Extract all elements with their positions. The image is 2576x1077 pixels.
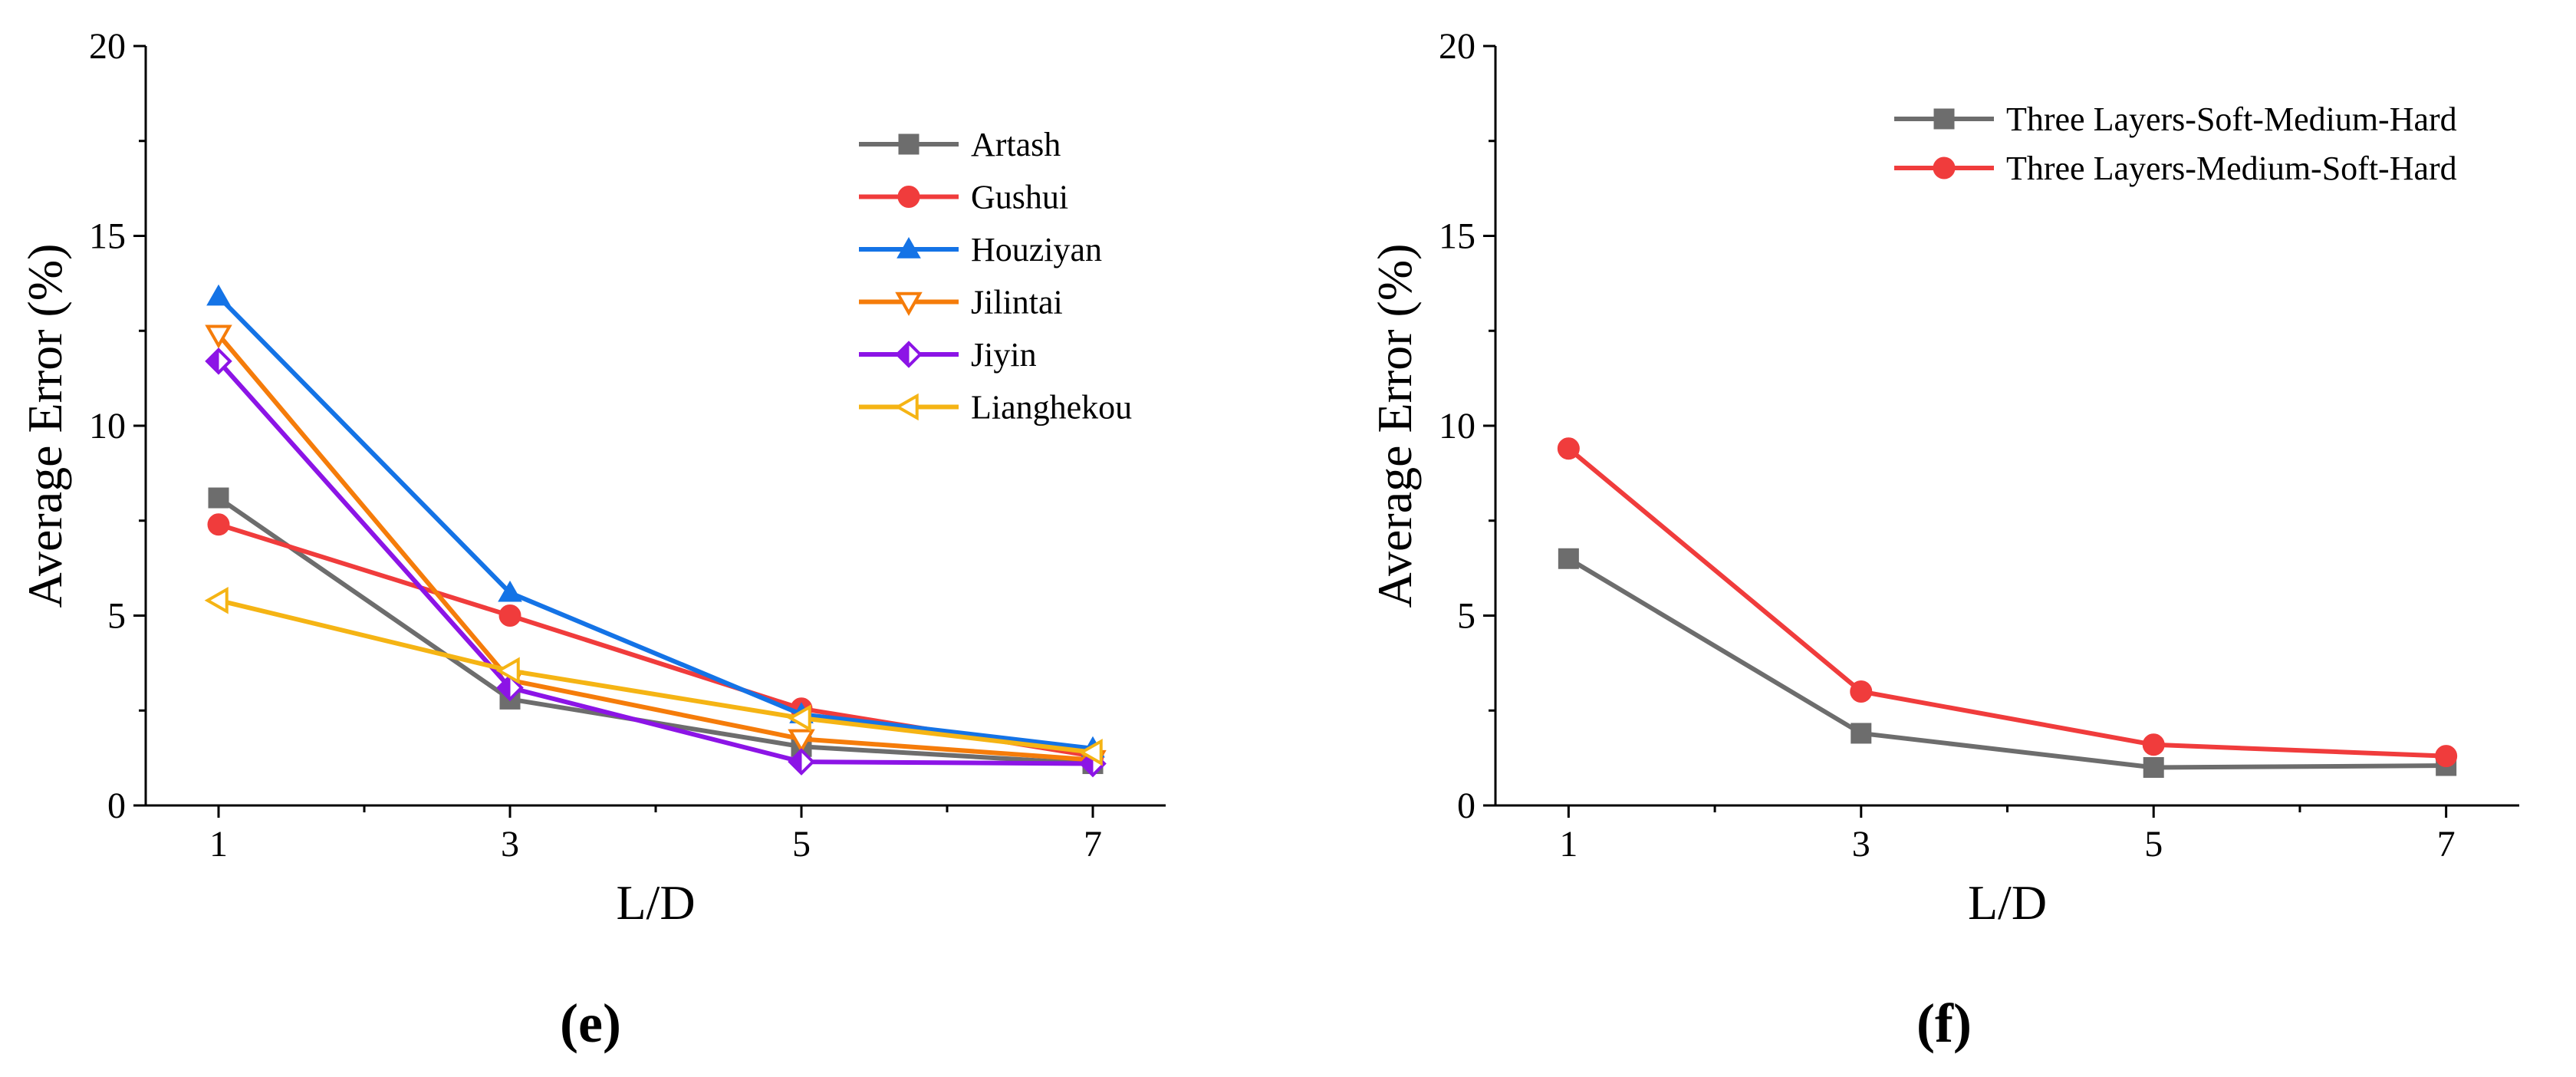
series-gushui xyxy=(207,513,1104,768)
legend-label: Jilintai xyxy=(971,284,1063,321)
legend-label: Three Layers-Soft-Medium-Hard xyxy=(2006,100,2457,138)
data-point-three-layers-medium-soft-hard-1 xyxy=(1557,437,1580,460)
panel-e: 0 5 10 15 20 1 3 5 7 L/D Average Error (%) Artash Gu… xyxy=(18,26,1166,1054)
data-point-jilintai-1 xyxy=(205,324,232,349)
data-point-three-layers-soft-medium-hard-5 xyxy=(2143,757,2164,778)
legend-item-lianghekou: Lianghekou xyxy=(859,389,1132,427)
legend-label: Jiyin xyxy=(971,336,1037,374)
data-point-houziyan-3 xyxy=(498,580,522,602)
x-tick-label-3: 3 xyxy=(501,824,519,865)
legend-label: Three Layers-Medium-Soft-Hard xyxy=(2006,150,2457,187)
y-tick-label-15: 15 xyxy=(89,216,126,257)
legend-label: Artash xyxy=(971,126,1061,163)
legend-marker-fill xyxy=(897,341,910,367)
y-axis-title: Average Error (%) xyxy=(18,244,72,608)
x-tick-label-1: 1 xyxy=(209,824,228,865)
legend: Artash Gushui Houziyan Jilintai Jiyin Lianghe… xyxy=(859,126,1132,427)
data-point-lianghekou-5 xyxy=(787,704,811,732)
series-three-layers-medium-soft-hard xyxy=(1557,437,2458,768)
legend-marker xyxy=(1933,156,1956,180)
legend-item-artash: Artash xyxy=(859,126,1061,163)
series-houziyan xyxy=(206,284,1105,758)
data-point-jiyin-3 xyxy=(496,674,524,702)
x-axis-title: L/D xyxy=(616,875,695,930)
y-tick-label-0: 0 xyxy=(107,786,126,826)
data-point-jiyin-3-fill xyxy=(498,675,511,700)
legend-label: Lianghekou xyxy=(971,389,1132,427)
data-point-gushui-1 xyxy=(207,513,230,536)
legend-marker xyxy=(894,393,919,421)
legend: Three Layers-Soft-Medium-Hard Three Layer… xyxy=(1894,100,2457,187)
legend-item-houziyan: Houziyan xyxy=(859,231,1102,268)
data-point-lianghekou-1 xyxy=(204,586,229,614)
series-lianghekou xyxy=(204,586,1103,766)
x-tick-label-7: 7 xyxy=(2437,824,2456,865)
y-tick-label-10: 10 xyxy=(1439,406,1476,446)
panel-label: (e) xyxy=(560,993,621,1054)
x-tick-label-7: 7 xyxy=(1084,824,1102,865)
y-tick-label-20: 20 xyxy=(89,26,126,67)
legend-marker xyxy=(897,186,920,208)
panel-f: 0 5 10 15 20 1 3 5 7 L/D Average Error (%) Three La… xyxy=(1367,26,2519,1054)
series-jiyin xyxy=(205,347,1107,778)
y-axis-title: Average Error (%) xyxy=(1367,244,1422,608)
legend-marker xyxy=(895,291,923,316)
data-point-three-layers-medium-soft-hard-5 xyxy=(2142,733,2165,756)
y-tick-label-5: 5 xyxy=(107,596,126,637)
series-three-layers-soft-medium-hard xyxy=(1558,548,2457,778)
data-point-jiyin-1-fill xyxy=(206,348,219,374)
y-tick-label-0: 0 xyxy=(1457,786,1476,826)
legend-label: Gushui xyxy=(971,179,1068,216)
data-point-three-layers-soft-medium-hard-3 xyxy=(1851,723,1872,744)
legend-item-three-layers-medium-soft-hard: Three Layers-Medium-Soft-Hard xyxy=(1894,150,2457,187)
series-line-houziyan xyxy=(216,295,1094,751)
x-tick-label-3: 3 xyxy=(1852,824,1870,865)
data-point-jiyin-1 xyxy=(205,347,232,375)
x-tick-label-1: 1 xyxy=(1559,824,1578,865)
y-tick-label-15: 15 xyxy=(1439,216,1476,257)
data-point-jilintai-5 xyxy=(788,729,815,753)
data-point-houziyan-1 xyxy=(206,284,231,306)
series-line-jiyin xyxy=(216,359,1094,766)
series-line-three-layers-soft-medium-hard xyxy=(1567,556,2446,770)
x-tick-label-5: 5 xyxy=(792,824,811,865)
legend-label: Houziyan xyxy=(971,231,1102,268)
series-line-three-layers-medium-soft-hard xyxy=(1567,446,2446,759)
legend-marker xyxy=(897,237,921,259)
legend-item-jiyin: Jiyin xyxy=(859,336,1037,374)
legend-item-jilintai: Jilintai xyxy=(859,284,1063,321)
legend-marker xyxy=(1933,108,1955,130)
data-point-artash-1 xyxy=(208,487,229,509)
data-point-lianghekou-7 xyxy=(1078,738,1103,766)
x-tick-label-5: 5 xyxy=(2144,824,2163,865)
data-point-jiyin-5 xyxy=(788,748,815,776)
legend-item-three-layers-soft-medium-hard: Three Layers-Soft-Medium-Hard xyxy=(1894,100,2457,138)
y-tick-label-20: 20 xyxy=(1439,26,1476,67)
y-tick-label-10: 10 xyxy=(89,406,126,446)
legend-marker xyxy=(895,341,923,368)
series-jilintai xyxy=(205,324,1107,774)
panel-label: (f) xyxy=(1916,993,1972,1054)
data-point-three-layers-soft-medium-hard-1 xyxy=(1558,548,1579,569)
data-point-gushui-3 xyxy=(498,604,521,627)
x-axis-title: L/D xyxy=(1968,875,2047,930)
y-tick-label-5: 5 xyxy=(1457,596,1476,637)
series-line-lianghekou xyxy=(218,598,1094,755)
data-point-three-layers-medium-soft-hard-7 xyxy=(2435,745,2458,768)
data-point-lianghekou-3 xyxy=(495,657,520,685)
legend-item-gushui: Gushui xyxy=(859,179,1068,216)
data-point-three-layers-medium-soft-hard-3 xyxy=(1850,680,1873,703)
legend-marker xyxy=(898,133,920,155)
series-line-jilintai xyxy=(216,333,1094,762)
data-point-jiyin-5-fill xyxy=(789,749,802,775)
